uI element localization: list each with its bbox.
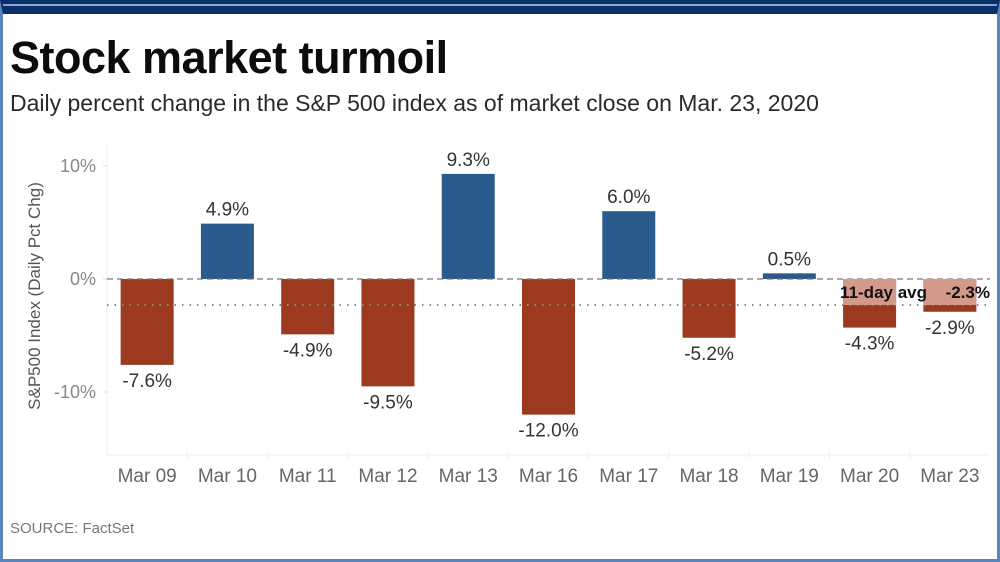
bar-value-label: -9.5% [363, 392, 413, 413]
source-note: SOURCE: FactSet [10, 520, 135, 537]
average-annotation: 11-day avg -2.3% [840, 279, 990, 305]
x-tick-label: Mar 11 [279, 466, 337, 487]
x-tick-label: Mar 13 [439, 466, 498, 487]
bar-value-label: -4.3% [845, 334, 895, 355]
average-label-background [923, 279, 977, 305]
x-axis: Mar 09 Mar 10 Mar 11 Mar 12 Mar 13 Mar 16 Mar … [118, 466, 980, 487]
bar-mar-17 [602, 211, 656, 279]
bar-value-label: -7.6% [122, 371, 172, 392]
average-label-background [843, 279, 897, 305]
chart-title: Stock market turmoil [10, 32, 448, 83]
bar-mar-13 [441, 173, 495, 279]
bar-value-label: -12.0% [518, 421, 578, 442]
bar-mar-09 [120, 279, 174, 365]
y-tick-label: 10% [60, 156, 96, 176]
x-tick-label: Mar 19 [760, 466, 819, 487]
bar-mar-12 [361, 279, 415, 387]
bar-mar-19 [762, 273, 816, 279]
x-tick-label: Mar 23 [920, 466, 979, 487]
x-tick-label: Mar 17 [599, 466, 658, 487]
plot-area [106, 145, 990, 459]
y-axis-label: S&P500 Index (Daily Pct Chg) [25, 182, 44, 410]
bar-value-label: 0.5% [768, 249, 811, 270]
bar-value-label: -2.9% [925, 318, 975, 339]
bar-mar-16 [522, 279, 575, 415]
bar-mar-11 [281, 279, 335, 335]
chart-subtitle: Daily percent change in the S&P 500 inde… [10, 90, 819, 116]
bar-value-label: -4.9% [283, 340, 333, 361]
x-tick-label: Mar 20 [840, 466, 899, 487]
average-label: 11-day avg [840, 283, 927, 302]
bar-mar-10 [200, 223, 254, 279]
bar-value-label: 9.3% [447, 150, 490, 171]
bar-value-label: 6.0% [607, 187, 650, 208]
bar-value-label: -5.2% [684, 344, 734, 365]
y-axis: 10% 0% -10% [54, 156, 107, 402]
average-value-label: -2.3% [946, 283, 990, 302]
x-tick-label: Mar 10 [198, 466, 257, 487]
x-tick-label: Mar 16 [519, 466, 578, 487]
x-tick-label: Mar 12 [358, 466, 417, 487]
y-tick-label: -10% [54, 382, 96, 402]
bar-mar-18 [682, 279, 736, 338]
x-tick-label: Mar 18 [679, 466, 738, 487]
bar-value-label: 4.9% [206, 200, 249, 221]
y-tick-label: 0% [70, 269, 96, 289]
x-tick-label: Mar 09 [118, 466, 177, 487]
value-labels: -7.6% 4.9% -4.9% -9.5% 9.3% -12.0% 6.0% -5.2% 0.… [122, 150, 974, 442]
reference-lines [107, 278, 990, 306]
